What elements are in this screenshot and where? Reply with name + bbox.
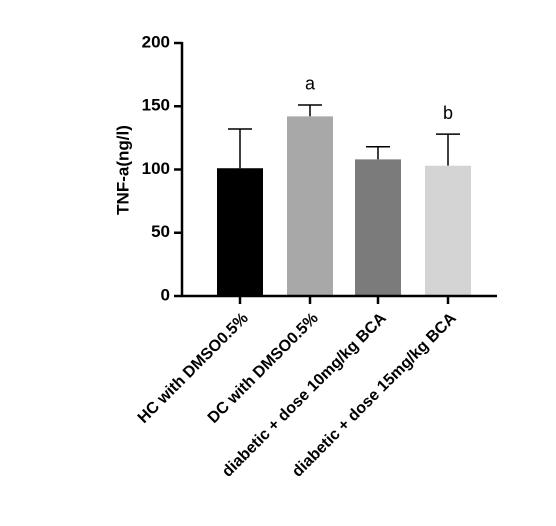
bar [287, 116, 333, 297]
y-axis-label: TNF-a(ng/l) [113, 125, 132, 215]
annotation: b [443, 103, 453, 123]
y-tick-label: 200 [142, 32, 170, 51]
y-tick-label: 50 [151, 222, 170, 241]
bar [425, 165, 471, 296]
y-tick-label: 100 [142, 159, 170, 178]
annotation: a [305, 74, 316, 94]
y-tick-label: 0 [161, 285, 170, 304]
y-tick-label: 150 [142, 96, 170, 115]
bar [355, 159, 401, 296]
bar [217, 168, 263, 296]
